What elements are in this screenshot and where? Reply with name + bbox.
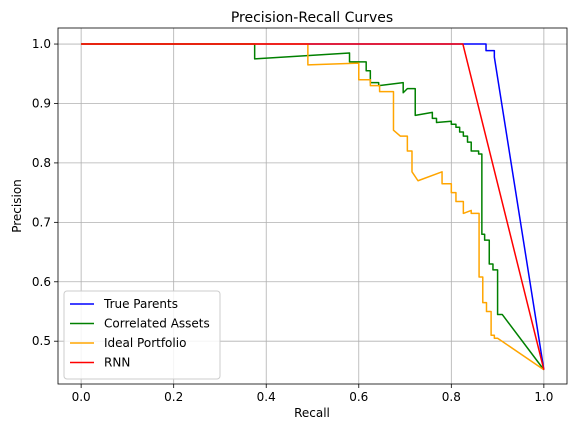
y-tick-label: 0.8 [32,156,51,170]
legend-label-rnn: RNN [104,356,130,370]
legend: True Parents Correlated Assets Ideal Portf… [64,291,220,379]
x-tick-label: 0.0 [72,390,91,404]
y-tick-label: 1.0 [32,37,51,51]
y-tick-label: 0.5 [32,334,51,348]
x-tick-label: 0.8 [442,390,461,404]
y-axis-title: Precision [10,179,24,233]
legend-label-true-parents: True Parents [103,297,178,311]
x-axis-title: Recall [294,406,330,420]
y-tick-label: 0.7 [32,215,51,229]
chart-title: Precision-Recall Curves [231,10,393,26]
y-tick-label: 0.9 [32,96,51,110]
x-tick-label: 0.4 [257,390,276,404]
y-tick-label: 0.6 [32,275,51,289]
x-tick-label: 0.2 [164,390,183,404]
legend-label-ideal-portfolio: Ideal Portfolio [104,336,186,350]
x-tick-label: 0.6 [349,390,368,404]
legend-label-correlated-assets: Correlated Assets [104,317,210,331]
x-tick-label: 1.0 [534,390,553,404]
